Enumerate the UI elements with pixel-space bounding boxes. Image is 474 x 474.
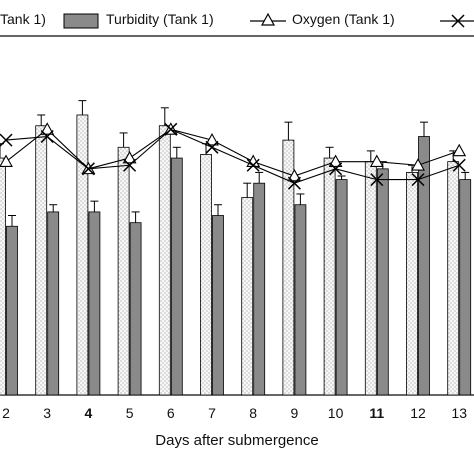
x-tick-label-11: 11	[369, 405, 384, 421]
bar-tank1-day-3	[35, 125, 48, 396]
marker-x-series-day-6	[164, 122, 178, 136]
bar-tank1-day-12	[406, 172, 418, 396]
bar-turbidity-day-6	[170, 157, 183, 396]
bar-tank1-day-2	[0, 157, 6, 396]
marker-x-series-day-10	[329, 162, 343, 176]
bar-turbidity-day-13	[459, 179, 472, 396]
bars-layer	[0, 100, 472, 396]
plot-frame	[0, 35, 474, 396]
x-axis-label: Days after submergence	[155, 432, 318, 449]
bar-tank1-day-7	[200, 154, 212, 396]
bar-tank1-day-4	[76, 114, 89, 396]
x-axis: 2 3 4 5 6 7 8 9 10 11 12 13	[2, 405, 467, 421]
legend-label-series-1: Tank 1)	[0, 11, 46, 27]
bar-turbidity-day-9	[294, 204, 307, 396]
marker-oxygen-day-10	[328, 154, 343, 167]
marker-oxygen-day-5	[122, 150, 137, 164]
bar-turbidity-day-4	[88, 211, 101, 396]
marker-x-series-day-12	[411, 173, 425, 187]
marker-x-series-day-5	[123, 158, 137, 172]
lines-layer	[0, 122, 467, 190]
bar-turbidity-day-8	[253, 182, 266, 396]
x-tick-label-4: 4	[85, 405, 93, 421]
marker-x-series-day-2	[0, 133, 13, 147]
marker-x-series-day-4	[81, 162, 95, 176]
bar-turbidity-day-5	[129, 222, 142, 396]
marker-x-series-day-8	[246, 158, 260, 172]
line-x-series	[5, 128, 460, 184]
marker-x-series-day-13	[452, 158, 466, 172]
legend: Tank 1) Turbidity (Tank 1) Oxygen (Tank …	[0, 11, 474, 29]
bar-turbidity-day-3	[47, 211, 60, 396]
line-oxygen	[5, 128, 460, 177]
marker-oxygen-day-7	[205, 132, 219, 146]
marker-oxygen-day-2	[0, 154, 13, 167]
legend-label-oxygen: Oxygen (Tank 1)	[292, 11, 395, 27]
marker-x-series-day-3	[40, 129, 54, 144]
legend-swatch-turbidity	[63, 13, 99, 29]
bar-tank1-day-6	[158, 125, 171, 396]
x-tick-label-6: 6	[167, 405, 175, 421]
bar-turbidity-day-7	[212, 215, 224, 396]
bar-turbidity-day-11	[376, 168, 389, 396]
marker-x-series-day-11	[370, 173, 384, 187]
x-tick-label-13: 13	[451, 405, 467, 421]
bar-tank1-day-10	[323, 157, 336, 396]
x-tick-label-3: 3	[43, 405, 51, 421]
marker-oxygen-day-13	[452, 143, 467, 157]
bar-tank1-day-11	[364, 161, 377, 396]
legend-swatch-x-series	[440, 14, 474, 28]
bar-tank1-day-13	[447, 161, 460, 396]
x-tick-label-7: 7	[208, 405, 216, 421]
marker-x-series-day-9	[287, 176, 301, 190]
x-tick-label-12: 12	[410, 405, 426, 421]
legend-label-turbidity: Turbidity (Tank 1)	[106, 11, 214, 27]
x-tick-label-8: 8	[249, 405, 257, 421]
x-tick-label-9: 9	[291, 405, 299, 421]
x-tick-label-2: 2	[2, 405, 10, 421]
marker-oxygen-day-11	[369, 154, 384, 167]
marker-oxygen-day-3	[40, 122, 55, 135]
marker-x-series-day-7	[205, 140, 219, 154]
bar-tank1-day-5	[117, 146, 130, 396]
marker-oxygen-day-9	[287, 168, 302, 182]
marker-oxygen-day-12	[411, 158, 425, 171]
bar-tank1-day-8	[241, 197, 254, 396]
bar-turbidity-day-2	[6, 225, 18, 396]
x-tick-label-10: 10	[328, 405, 344, 421]
x-tick-label-5: 5	[126, 405, 134, 421]
bar-turbidity-day-10	[335, 179, 348, 396]
legend-swatch-oxygen	[250, 12, 286, 26]
bar-turbidity-day-12	[418, 136, 430, 396]
